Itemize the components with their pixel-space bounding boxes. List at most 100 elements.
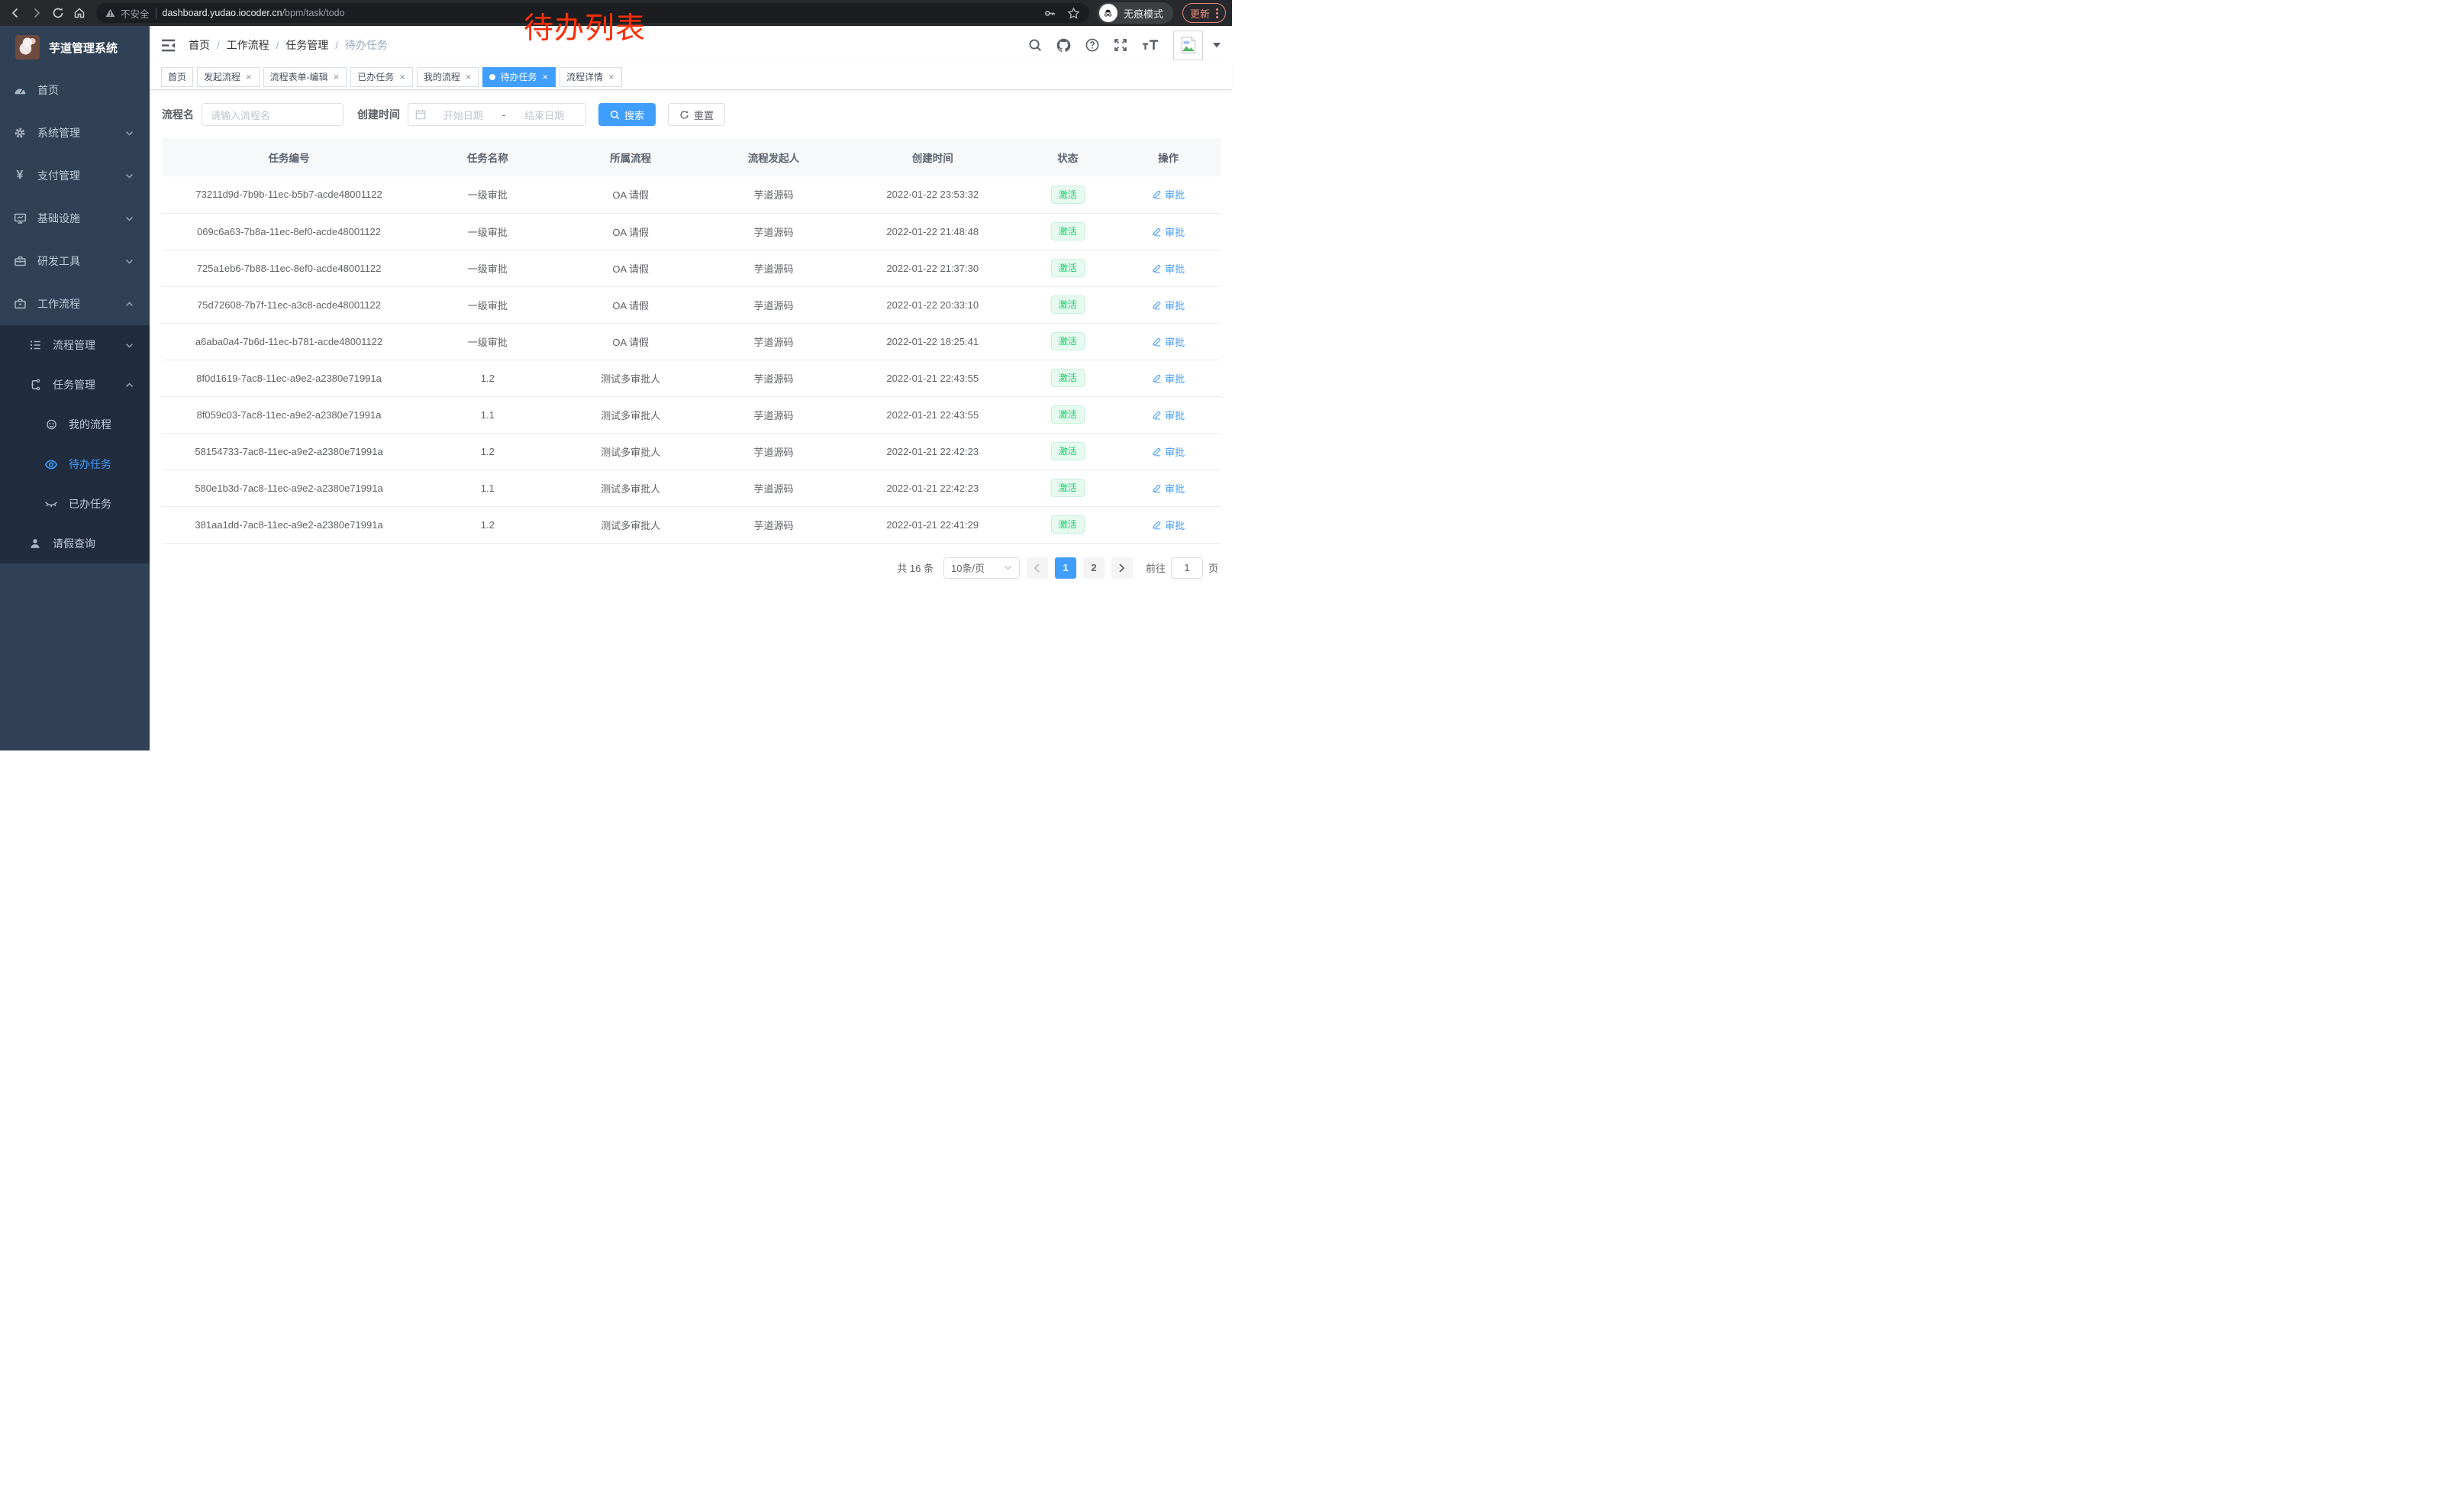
cell-starter: 芋道源码 — [701, 433, 846, 470]
warning-icon — [105, 8, 115, 18]
close-icon[interactable]: × — [399, 71, 405, 82]
approve-link[interactable]: 审批 — [1152, 444, 1185, 459]
approve-link[interactable]: 审批 — [1152, 187, 1185, 202]
sidebar-item-8[interactable]: 我的流程 — [0, 405, 150, 444]
collapse-sidebar-icon[interactable] — [161, 39, 176, 52]
approve-link-label: 审批 — [1165, 299, 1185, 311]
cell-name: 一级审批 — [416, 176, 560, 214]
cell-name: 一级审批 — [416, 323, 560, 360]
cell-starter: 芋道源码 — [701, 470, 846, 507]
breadcrumb-item-1[interactable]: 工作流程 — [226, 39, 269, 51]
process-name-label: 流程名 — [162, 108, 194, 121]
update-button[interactable]: 更新 — [1182, 3, 1226, 23]
avatar-dropdown-icon[interactable] — [1213, 42, 1221, 48]
sidebar-item-0[interactable]: 首页 — [0, 69, 150, 111]
cell-created: 2022-01-21 22:42:23 — [845, 470, 1021, 507]
app-logo-image — [15, 35, 40, 60]
status-badge: 激活 — [1050, 405, 1085, 424]
help-icon[interactable] — [1085, 38, 1099, 52]
page-size-select[interactable]: 10条/页 — [943, 557, 1020, 579]
end-date-placeholder[interactable]: 结束日期 — [524, 109, 565, 121]
approve-link[interactable]: 审批 — [1152, 371, 1185, 386]
cell-id: 381aa1dd-7ac8-11ec-a9e2-a2380e71991a — [162, 506, 417, 544]
font-size-icon[interactable] — [1142, 39, 1159, 51]
sidebar-item-11[interactable]: 请假查询 — [0, 524, 150, 563]
back-icon[interactable] — [6, 4, 24, 22]
search-button[interactable]: 搜索 — [598, 103, 656, 126]
approve-link[interactable]: 审批 — [1152, 298, 1185, 312]
tab-0[interactable]: 首页 — [161, 66, 194, 87]
cell-created: 2022-01-21 22:41:29 — [845, 506, 1021, 544]
close-icon[interactable]: × — [333, 71, 340, 82]
page-button-1[interactable]: 1 — [1054, 557, 1076, 579]
prev-page-button[interactable] — [1026, 557, 1048, 579]
address-bar[interactable]: 不安全 dashboard.yudao.iocoder.cn/bpm/task/… — [96, 3, 1089, 23]
approve-link[interactable]: 审批 — [1152, 261, 1185, 276]
key-icon[interactable] — [1043, 7, 1056, 20]
close-icon[interactable]: × — [465, 71, 472, 82]
sidebar-item-5[interactable]: 工作流程 — [0, 282, 150, 325]
gear-icon — [13, 127, 27, 139]
cell-starter: 芋道源码 — [701, 323, 846, 360]
close-icon[interactable]: × — [542, 71, 549, 82]
github-icon[interactable] — [1056, 38, 1071, 53]
approve-link[interactable]: 审批 — [1152, 334, 1185, 349]
goto-page-input[interactable] — [1170, 557, 1203, 579]
incognito-icon — [1098, 4, 1118, 22]
avatar[interactable] — [1173, 30, 1203, 60]
cell-status: 激活 — [1020, 213, 1116, 250]
reload-icon[interactable] — [49, 4, 67, 22]
sidebar-item-label: 待办任务 — [69, 458, 111, 470]
tab-3[interactable]: 已办任务 × — [350, 66, 413, 87]
security-chip[interactable]: 不安全 — [105, 6, 150, 21]
sidebar-item-4[interactable]: 研发工具 — [0, 240, 150, 282]
breadcrumb-separator: / — [335, 39, 338, 51]
table-row: 75d72608-7b7f-11ec-a3c8-acde48001122 一级审批… — [162, 286, 1221, 324]
tab-2[interactable]: 流程表单-编辑 × — [263, 66, 347, 87]
sidebar-item-3[interactable]: 基础设施 — [0, 197, 150, 240]
cell-process: OA 请假 — [559, 250, 702, 287]
breadcrumb-item-0[interactable]: 首页 — [189, 39, 210, 51]
sidebar-item-7[interactable]: 任务管理 — [0, 365, 150, 405]
sidebar-item-2[interactable]: ¥ 支付管理 — [0, 154, 150, 197]
close-icon[interactable]: × — [608, 71, 614, 82]
app-logo-row[interactable]: 芋道管理系统 — [0, 26, 150, 69]
edit-icon — [1152, 373, 1162, 383]
status-badge: 激活 — [1050, 442, 1085, 460]
active-tab-dot — [489, 73, 496, 80]
sidebar-item-6[interactable]: 流程管理 — [0, 325, 150, 365]
approve-link[interactable]: 审批 — [1152, 518, 1185, 532]
cell-status: 激活 — [1020, 286, 1116, 324]
edit-icon — [1152, 189, 1162, 199]
approve-link[interactable]: 审批 — [1152, 481, 1185, 495]
process-name-input[interactable]: 请输入流程名 — [202, 103, 343, 126]
tab-6[interactable]: 流程详情 × — [560, 66, 622, 87]
tab-1[interactable]: 发起流程 × — [197, 66, 260, 87]
close-icon[interactable]: × — [246, 71, 252, 82]
home-icon[interactable] — [70, 4, 89, 22]
fullscreen-icon[interactable] — [1114, 38, 1127, 52]
tab-4[interactable]: 我的流程 × — [416, 66, 479, 87]
search-icon[interactable] — [1028, 38, 1042, 52]
cell-process: 测试多审批人 — [559, 360, 702, 397]
cell-name: 1.2 — [416, 360, 560, 397]
bookmark-star-icon[interactable] — [1067, 6, 1080, 20]
reset-button[interactable]: 重置 — [668, 103, 726, 126]
sidebar-item-1[interactable]: 系统管理 — [0, 111, 150, 154]
approve-link[interactable]: 审批 — [1152, 224, 1185, 239]
next-page-button[interactable] — [1111, 557, 1133, 579]
page-button-2[interactable]: 2 — [1082, 557, 1105, 579]
sidebar-item-10[interactable]: 已办任务 — [0, 484, 150, 524]
forward-icon[interactable] — [27, 4, 46, 22]
tab-5[interactable]: 待办任务 × — [482, 66, 556, 87]
cell-starter: 芋道源码 — [701, 506, 846, 544]
sidebar-item-9[interactable]: 待办任务 — [0, 444, 150, 484]
approve-link[interactable]: 审批 — [1152, 408, 1185, 422]
tab-label: 待办任务 — [500, 72, 537, 82]
breadcrumb-item-2[interactable]: 任务管理 — [285, 39, 329, 51]
browser-menu-icon[interactable] — [1216, 8, 1218, 18]
start-date-placeholder[interactable]: 开始日期 — [443, 109, 483, 121]
column-header-2: 所属流程 — [559, 138, 702, 176]
date-range-picker[interactable]: 开始日期 - 结束日期 — [408, 103, 586, 126]
edit-icon — [1152, 300, 1162, 310]
